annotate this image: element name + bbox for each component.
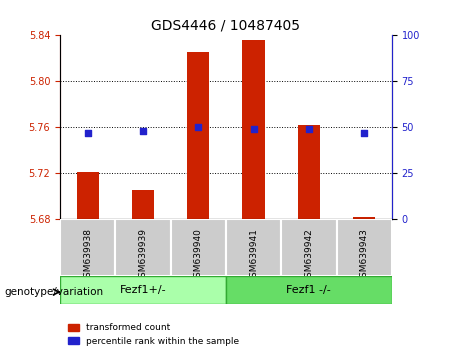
Point bbox=[195, 125, 202, 130]
Point bbox=[361, 130, 368, 136]
FancyBboxPatch shape bbox=[281, 219, 337, 276]
Text: Fezf1 -/-: Fezf1 -/- bbox=[286, 285, 331, 295]
FancyBboxPatch shape bbox=[226, 219, 281, 276]
Bar bbox=[187, 51, 209, 219]
FancyBboxPatch shape bbox=[60, 219, 115, 276]
FancyBboxPatch shape bbox=[337, 219, 392, 276]
Point bbox=[305, 126, 313, 132]
Bar bbox=[353, 217, 375, 219]
Bar bbox=[77, 172, 99, 219]
FancyBboxPatch shape bbox=[115, 219, 171, 276]
Legend: transformed count, percentile rank within the sample: transformed count, percentile rank withi… bbox=[65, 320, 243, 349]
Bar bbox=[242, 40, 265, 219]
Bar bbox=[298, 125, 320, 219]
FancyBboxPatch shape bbox=[226, 276, 392, 304]
Text: GSM639940: GSM639940 bbox=[194, 228, 203, 283]
Bar bbox=[132, 189, 154, 219]
Point bbox=[84, 130, 91, 136]
Text: GSM639942: GSM639942 bbox=[304, 228, 313, 283]
Title: GDS4446 / 10487405: GDS4446 / 10487405 bbox=[151, 19, 301, 33]
Point bbox=[250, 126, 257, 132]
Text: GSM639938: GSM639938 bbox=[83, 228, 92, 283]
Text: genotype/variation: genotype/variation bbox=[5, 287, 104, 297]
Text: GSM639939: GSM639939 bbox=[138, 228, 148, 283]
FancyBboxPatch shape bbox=[60, 276, 226, 304]
Text: Fezf1+/-: Fezf1+/- bbox=[119, 285, 166, 295]
Point bbox=[139, 128, 147, 134]
Text: GSM639943: GSM639943 bbox=[360, 228, 369, 283]
Text: GSM639941: GSM639941 bbox=[249, 228, 258, 283]
FancyBboxPatch shape bbox=[171, 219, 226, 276]
